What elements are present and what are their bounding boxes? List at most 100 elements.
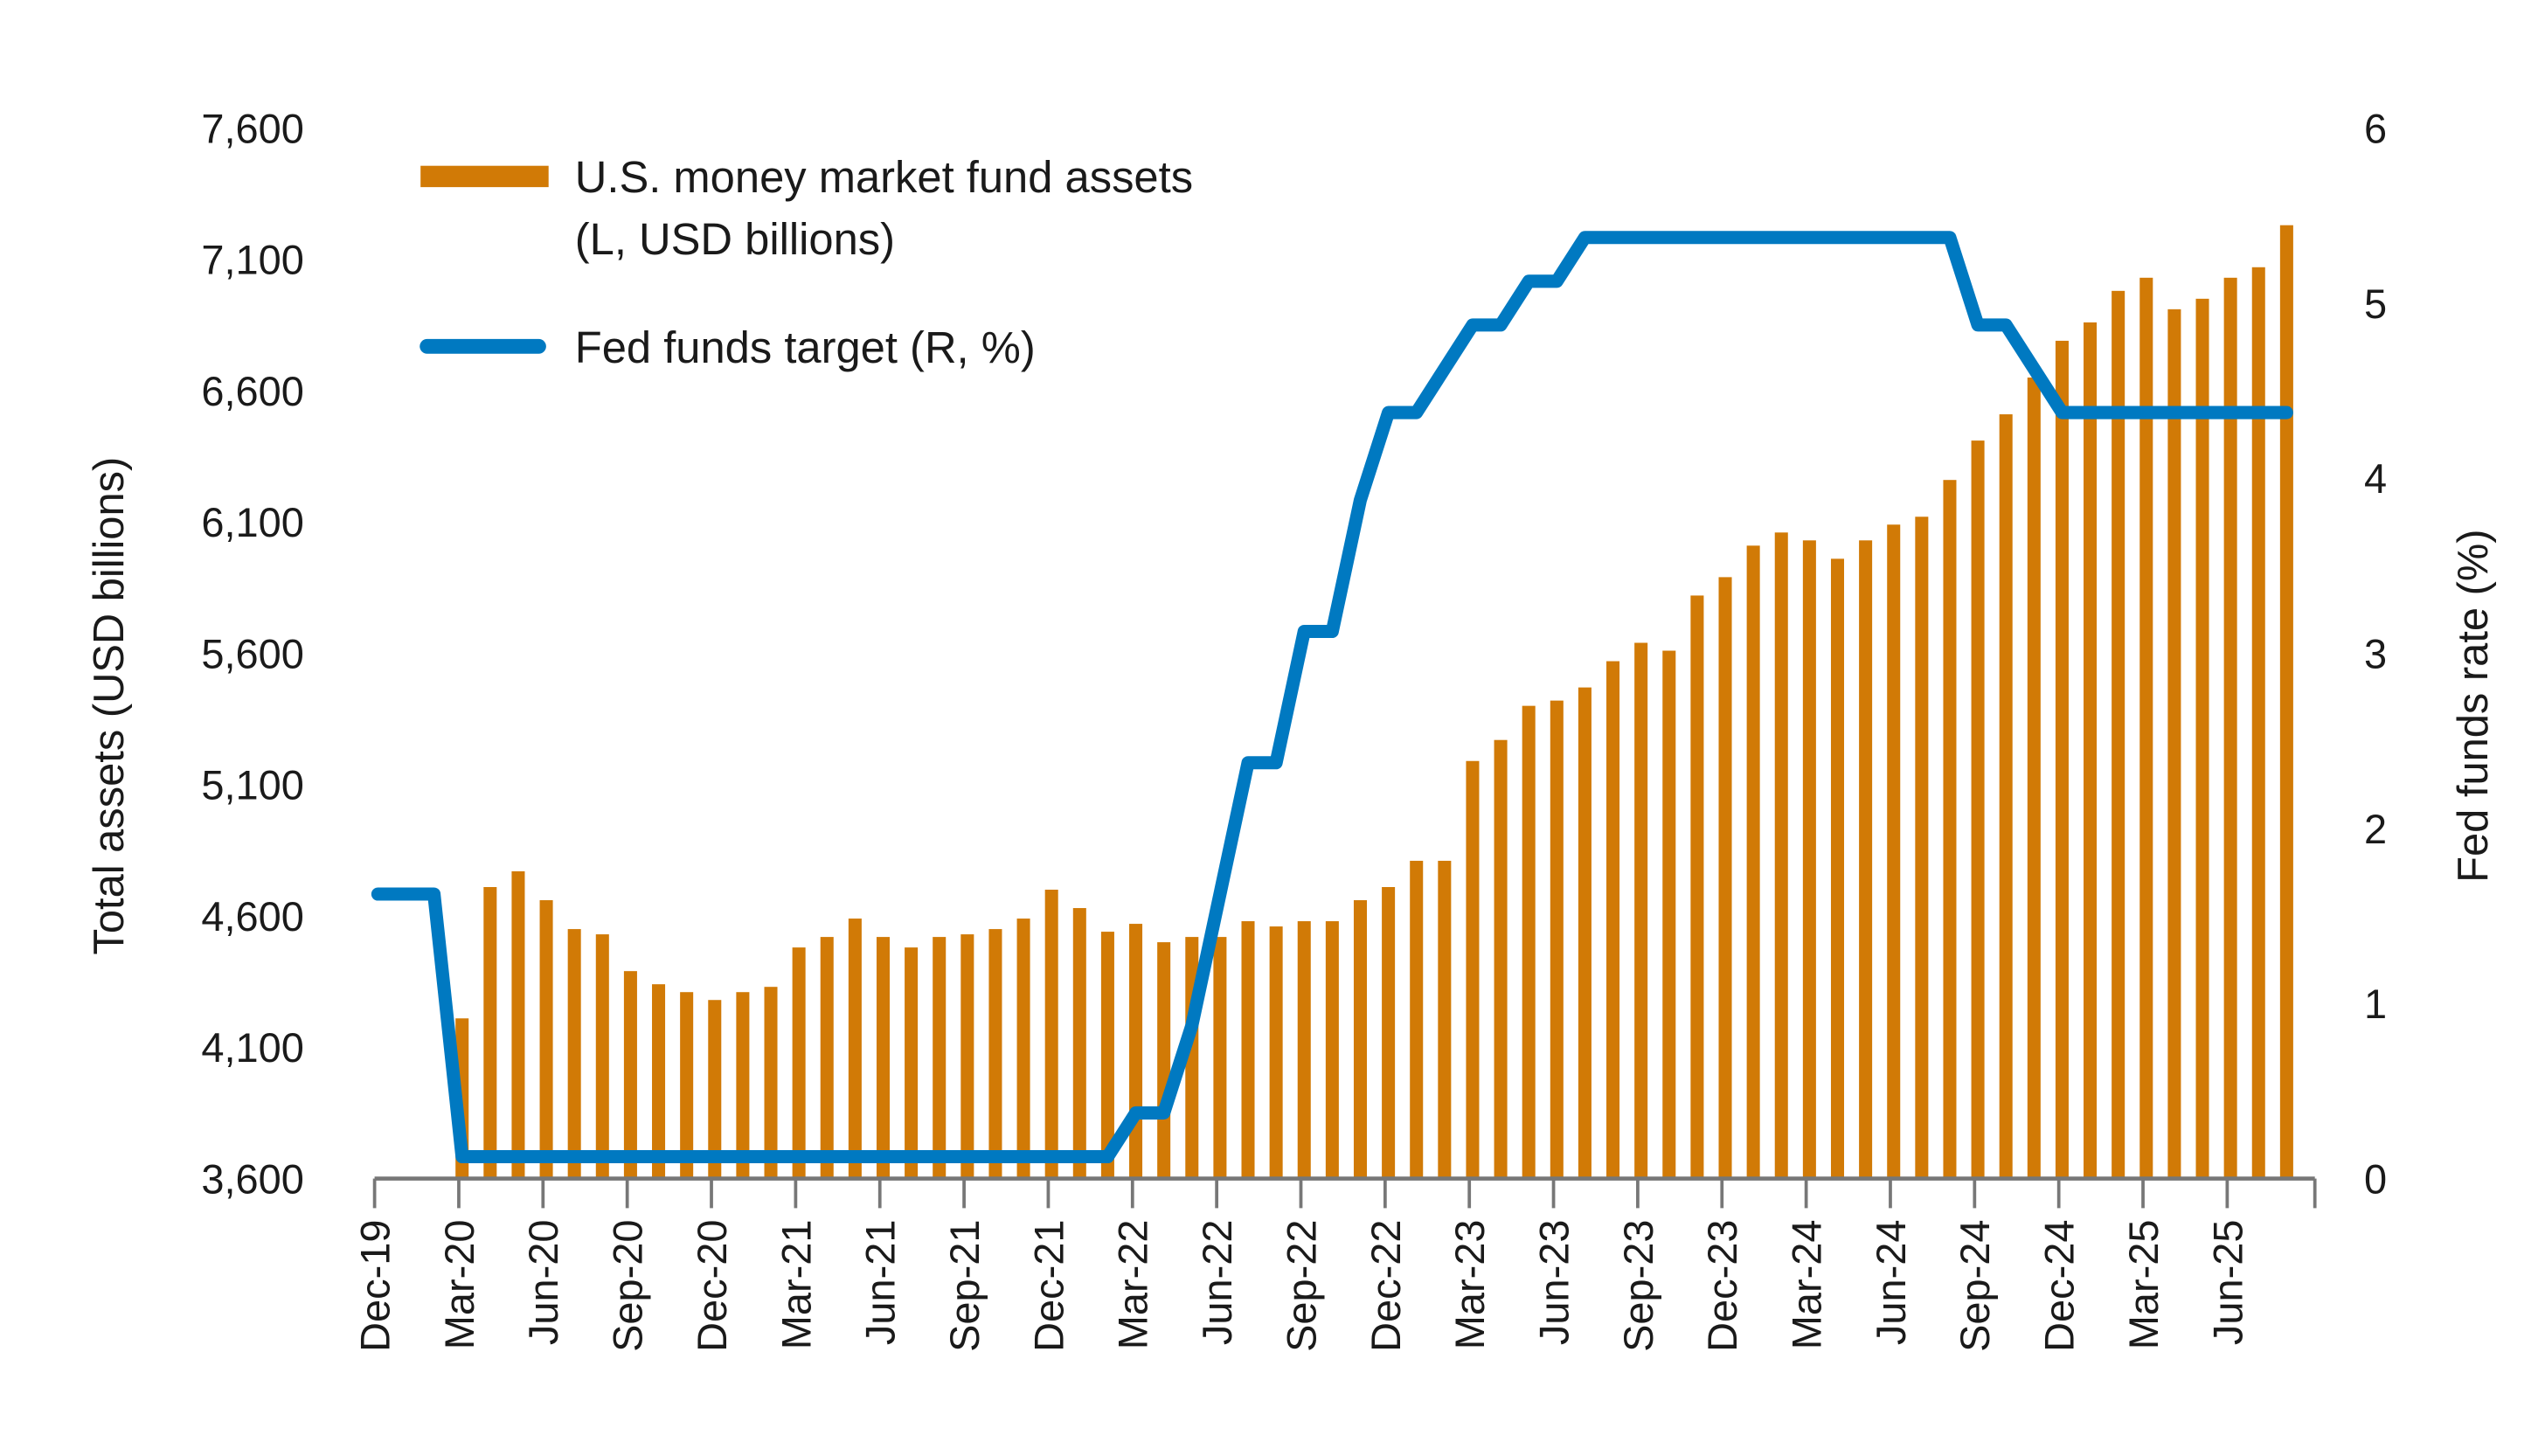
x-axis-tick-label: Dec-23 [1699,1220,1745,1352]
bar [820,937,834,1179]
x-axis-tick-label: Sep-23 [1615,1220,1661,1352]
bar [1718,577,1732,1179]
bar [1438,860,1452,1179]
bar [1241,921,1255,1179]
legend-swatch-bars [420,165,549,188]
bar [1774,532,1788,1179]
bar [680,992,694,1179]
axes: 3,600 4,100 4,600 5,100 5,600 6,100 6,600 7,100… [201,105,2387,1351]
legend-label-bars-1: U.S. money market fund assets [575,152,1193,202]
bar [1887,524,1901,1179]
bar [1662,650,1676,1179]
line-series [371,231,2293,1164]
bar [905,947,919,1179]
bar [1522,705,1536,1179]
x-axis-tick-label: Sep-22 [1278,1220,1324,1352]
bar [1157,942,1171,1179]
bar [1802,540,1816,1179]
bar [736,992,750,1179]
bar [708,1000,722,1179]
bar [1494,739,1508,1179]
bar [764,987,778,1179]
bar [2027,377,2041,1179]
bar [848,919,862,1179]
bar [1016,919,1030,1179]
bar [1353,900,1367,1179]
bar [1325,921,1339,1179]
legend: U.S. money market fund assets (L, USD bi… [420,152,1193,372]
bar [1044,890,1058,1179]
right-axis-tick-label: 2 [2364,806,2387,852]
bar [652,984,666,1179]
bar [511,870,525,1179]
left-axis-tick-label: 7,100 [201,237,303,283]
left-axis-tick-label: 5,600 [201,630,303,676]
bar [1213,937,1227,1179]
right-axis-tick-label: 1 [2364,981,2387,1027]
bar [1550,700,1564,1179]
bar [2055,340,2069,1179]
bar [2251,267,2265,1179]
fed-funds-line [371,231,2293,1164]
legend-label-bars-2: (L, USD billions) [575,214,895,264]
bar [2084,322,2098,1179]
legend-label-line: Fed funds target (R, %) [575,322,1036,372]
x-axis-tick-label: Mar-24 [1784,1220,1830,1350]
x-axis-tick-label: Mar-25 [2120,1220,2167,1350]
x-axis-tick-label: Dec-20 [689,1220,735,1352]
x-axis-tick-label: Mar-21 [773,1220,819,1350]
right-axis-tick-label: 5 [2364,281,2387,327]
bar [1971,440,1985,1179]
bar [1410,860,1424,1179]
left-axis-tick-label: 3,600 [201,1155,303,1202]
bar [2279,225,2293,1179]
bar [792,947,806,1179]
x-axis-tick-label: Jun-21 [857,1220,904,1346]
x-axis-tick-label: Jun-23 [1530,1220,1577,1346]
bar [1999,414,2013,1179]
bar-series [455,225,2293,1179]
x-axis-tick-label: Dec-24 [2036,1220,2083,1352]
x-axis-tick-label: Jun-22 [1194,1220,1240,1346]
bar [960,934,974,1179]
bar [1634,642,1648,1179]
bar [567,929,581,1179]
bar [1100,932,1114,1179]
bar [595,934,609,1179]
left-axis-title: Total assets (USD billions) [86,457,133,955]
x-axis-tick-label: Dec-21 [1025,1220,1071,1352]
bar [2223,277,2237,1179]
bar [876,937,890,1179]
x-axis-tick-label: Jun-20 [520,1220,566,1346]
bar [483,887,497,1179]
bar [1382,887,1396,1179]
bar [2195,298,2209,1179]
left-axis-tick-label: 4,600 [201,893,303,939]
bar [2139,277,2153,1179]
bar [1269,926,1283,1179]
x-axis-tick-label: Sep-24 [1952,1220,1998,1352]
bar [1578,687,1591,1179]
left-axis-tick-label: 6,100 [201,499,303,545]
x-axis-tick-label: Jun-24 [1868,1220,1914,1346]
right-axis-tick-label: 4 [2364,455,2387,502]
bar [1129,924,1143,1179]
bar [988,929,1002,1179]
bar [1746,545,1760,1179]
x-axis-tick-label: Dec-19 [352,1220,399,1352]
bar [539,900,553,1179]
bar [1690,595,1704,1179]
bar [1606,661,1620,1179]
bar [623,971,637,1179]
x-axis-tick-label: Mar-22 [1110,1220,1156,1350]
bar [1466,760,1480,1179]
left-axis-tick-label: 5,100 [201,762,303,808]
bar [1943,480,1957,1179]
x-axis-tick-label: Dec-22 [1363,1220,1409,1352]
bar [1915,517,1929,1179]
left-axis-tick-label: 7,600 [201,105,303,151]
right-axis-tick-label: 3 [2364,630,2387,676]
left-axis-tick-label: 4,100 [201,1024,303,1071]
bar [1859,540,1873,1179]
